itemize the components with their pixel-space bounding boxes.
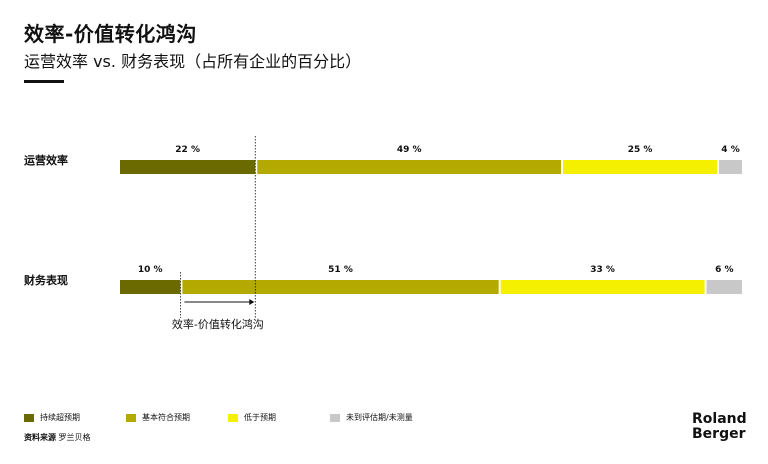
bar-segment <box>563 160 718 174</box>
legend-label: 持续超预期 <box>40 413 80 422</box>
category-label: 运营效率 <box>24 153 68 167</box>
category-label: 财务表现 <box>23 273 68 287</box>
source-value: 罗兰贝格 <box>58 433 91 442</box>
legend-swatch <box>24 413 34 422</box>
data-label: 51 % <box>328 265 353 275</box>
legend-swatch <box>126 413 136 422</box>
legend-swatch <box>330 413 340 422</box>
data-label: 33 % <box>590 265 615 275</box>
legend-item: 持续超预期 <box>24 412 126 423</box>
bar-segment <box>120 280 181 294</box>
stacked-bar-chart: 运营效率 22 % 49 % 25 % 4 % 财务表现 10 % 51 % 33 % 6 % 效率… <box>23 136 742 331</box>
logo-line-1: Roland <box>692 411 747 427</box>
data-label: 49 % <box>397 145 422 155</box>
chart-legend: 持续超预期 基本符合预期 低于预期 未到评估期/未测量 <box>24 412 432 423</box>
bar-segment <box>706 280 742 294</box>
data-label: 6 % <box>715 265 733 275</box>
data-label: 22 % <box>175 145 200 155</box>
bar-segment <box>257 160 562 174</box>
data-label: 25 % <box>628 145 653 155</box>
gap-annotation: 效率-价值转化鸿沟 <box>172 317 264 331</box>
bar-segment <box>120 160 256 174</box>
gap-arrow-head <box>249 299 255 305</box>
legend-label: 未到评估期/未测量 <box>346 413 413 422</box>
legend-item: 基本符合预期 <box>126 412 228 423</box>
data-label: 10 % <box>138 265 163 275</box>
legend-label: 低于预期 <box>244 413 276 422</box>
legend-item: 未到评估期/未测量 <box>330 412 432 423</box>
bar-segment <box>182 280 499 294</box>
chart-subtitle: 运营效率 vs. 财务表现（占所有企业的百分比） <box>24 52 362 71</box>
source-note: 资料来源 罗兰贝格 <box>24 432 91 443</box>
logo-line-2: Berger <box>692 426 746 442</box>
title-underline <box>24 80 64 83</box>
bar-segment <box>500 280 705 294</box>
brand-logo: Roland Berger <box>692 412 747 442</box>
source-label: 资料来源 <box>24 433 56 442</box>
legend-item: 低于预期 <box>228 412 330 423</box>
legend-swatch <box>228 413 238 422</box>
chart-title: 效率-价值转化鸿沟 <box>24 22 197 46</box>
legend-label: 基本符合预期 <box>142 413 190 422</box>
data-label: 4 % <box>721 145 739 155</box>
bar-segment <box>719 160 742 174</box>
